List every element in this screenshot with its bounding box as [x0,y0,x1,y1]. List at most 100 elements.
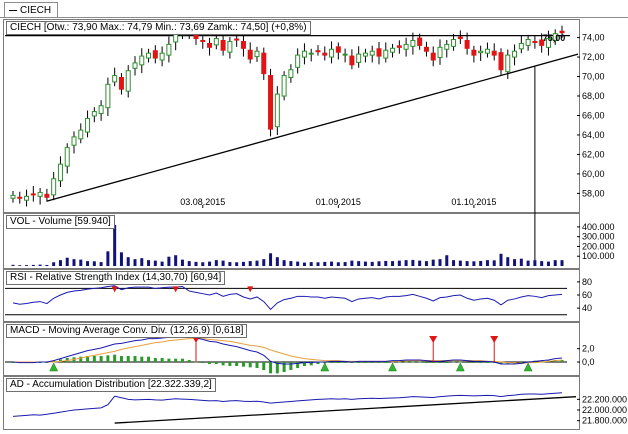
volume-bar [92,261,96,266]
macd-histogram-bar [174,358,178,362]
macd-histogram-bar [201,362,205,363]
candle-body [315,50,321,53]
candle-body [376,48,382,57]
volume-bar [241,261,245,266]
candle-body [410,40,416,47]
candle-body [437,46,443,59]
volume-bar [526,260,530,266]
volume-bar [255,260,259,266]
volume-bar [201,262,205,266]
candle-body [268,75,274,130]
candle-body [281,75,287,97]
price-panel-title: CIECH [Otw.: 73,90 Max.: 74,79 Min.: 73,… [6,21,311,35]
volume-bar [140,258,144,266]
candle-body [91,111,97,117]
macd-histogram-bar [262,362,266,370]
ad-y-tick-label: 22.200.000 [582,394,627,404]
candle-body [220,40,226,51]
macd-histogram-bar [363,362,367,363]
price-y-tick-label: 60,00 [582,169,605,179]
volume-bar [330,261,334,266]
macd-histogram-bar [465,362,469,363]
macd-buy-marker [320,362,330,372]
volume-bar [38,264,42,266]
volume-bar [431,259,435,266]
macd-histogram-bar [384,362,388,363]
volume-bar [302,262,306,266]
candle-body [403,43,409,50]
volume-bar [445,255,449,266]
volume-bar [316,262,320,266]
support-trend-line [46,53,579,202]
rsi-y-tick-label: 60 [582,290,592,300]
macd-buy-marker [388,362,397,372]
candle-body [335,46,341,53]
volume-bar [546,261,550,266]
candle-body [118,77,124,90]
volume-bar [397,260,401,266]
macd-histogram-bar [485,362,489,363]
candle-body [539,39,545,46]
candle-body [451,39,457,47]
macd-histogram-bar [126,356,130,362]
volume-bar [180,259,184,266]
price-y-tick-label: 74,00 [582,33,605,43]
candle-body [51,178,57,196]
candle-body [85,117,91,133]
macd-histogram-bar [58,359,62,362]
volume-bar [363,261,367,266]
volume-bar [160,261,164,266]
volume-panel-title: VOL - Volume [59.940] [6,215,115,229]
macd-histogram-bar [431,362,435,363]
macd-histogram-bar [330,362,334,363]
volume-bar [18,265,22,266]
macd-histogram-bar [282,362,286,372]
macd-histogram-bar [560,360,564,362]
chart-tab[interactable]: CIECH [4,2,59,18]
volume-bar [309,262,313,266]
macd-histogram-bar [99,356,103,362]
candle-body [139,55,145,66]
volume-bar [79,259,83,266]
candle-body [491,50,497,56]
price-y-tick-label: 72,00 [582,52,605,62]
candle-body [166,43,172,56]
candle-body [417,37,423,46]
macd-histogram-bar [357,362,361,363]
candle-body [512,50,518,58]
macd-histogram-bar [221,362,225,366]
macd-histogram-bar [214,362,218,364]
price-y-tick-label: 58,00 [582,188,605,198]
volume-bar [45,265,49,266]
macd-histogram-bar [424,362,428,363]
macd-histogram-bar [52,360,56,362]
macd-histogram-bar [296,362,300,368]
volume-bar [336,262,340,266]
candle-body [37,191,43,197]
macd-histogram-bar [65,358,69,362]
volume-bar [187,261,191,266]
last-price-label: 75,00 [543,33,566,43]
volume-y-tick-label: 200.000 [582,241,615,251]
chart-tab-label: CIECH [20,5,52,16]
dash-icon [9,9,17,11]
macd-histogram-bar [86,356,90,362]
volume-bar [553,260,557,266]
candle-body [545,38,551,48]
macd-histogram-bar [241,362,245,367]
volume-bar [513,259,517,266]
volume-bar [208,261,212,266]
price-panel [3,19,580,213]
candle-body [288,69,294,79]
candle-body [64,147,70,167]
volume-bar [499,253,503,266]
macd-histogram-bar [275,362,279,374]
volume-bar [424,261,428,266]
volume-bar [58,260,62,266]
volume-bar [492,260,496,266]
candle-body [159,52,165,61]
macd-histogram-bar [79,356,83,362]
candle-body [152,50,158,59]
rsi-sell-marker [111,286,118,293]
